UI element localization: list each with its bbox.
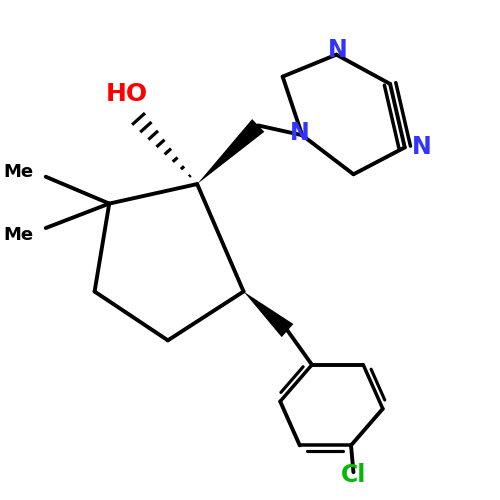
Text: HO: HO: [106, 82, 148, 106]
Polygon shape: [197, 119, 264, 184]
Text: N: N: [290, 121, 310, 145]
Polygon shape: [244, 292, 294, 337]
Text: Cl: Cl: [341, 462, 366, 486]
Text: Me: Me: [4, 163, 34, 181]
Text: N: N: [412, 136, 432, 160]
Text: N: N: [328, 38, 347, 62]
Text: Me: Me: [4, 226, 34, 244]
